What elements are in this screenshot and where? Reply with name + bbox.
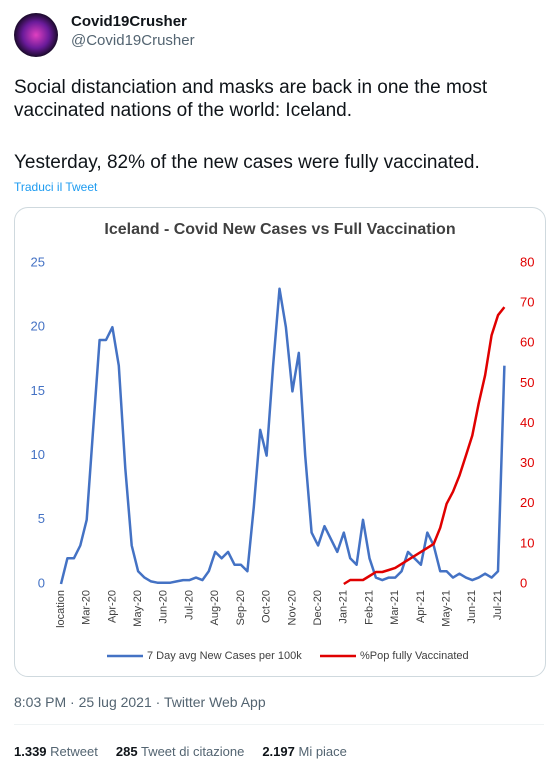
y-tick-label: 25: [31, 254, 45, 269]
x-tick-label: Sep-20: [235, 590, 247, 625]
chart-title: Iceland - Covid New Cases vs Full Vaccin…: [104, 221, 455, 238]
x-tick-label: Jul-20: [183, 590, 195, 620]
tweet-text: Yesterday, 82% of the new cases were ful…: [14, 152, 480, 173]
x-tick-label: Aug-20: [209, 590, 221, 625]
y2-tick-label: 40: [520, 415, 534, 430]
x-tick-label: Mar-20: [81, 590, 93, 625]
stat-label: Tweet di citazione: [140, 744, 245, 759]
x-tick-label: Jan-21: [338, 590, 350, 624]
x-tick-label: Jun-21: [466, 590, 478, 624]
tweet-meta: 8:03 PM · 25 lug 2021 · Twitter Web App: [14, 694, 266, 710]
stat-label: Retweet: [50, 744, 98, 759]
stat[interactable]: 285 Tweet di citazione: [116, 744, 244, 759]
y2-tick-label: 70: [520, 295, 534, 310]
y2-tick-label: 50: [520, 375, 534, 390]
legend-label: %Pop fully Vaccinated: [360, 650, 469, 662]
user-handle[interactable]: @Covid19Crusher: [71, 32, 195, 49]
stat-label: Mi piace: [298, 744, 347, 759]
y2-tick-label: 60: [520, 335, 534, 350]
stat-count: 285: [115, 744, 138, 759]
x-tick-label: Mar-21: [389, 590, 401, 625]
y2-tick-label: 30: [520, 455, 534, 470]
chart: Iceland - Covid New Cases vs Full Vaccin…: [31, 221, 535, 662]
tweet-image[interactable]: Iceland - Covid New Cases vs Full Vaccin…: [14, 207, 546, 677]
series-line: [343, 306, 506, 586]
series-line: [59, 287, 506, 585]
tweet-stats: 1.339 Retweet 285 Tweet di citazione 2.1…: [14, 744, 347, 759]
y2-tick-label: 10: [520, 535, 534, 550]
user-name[interactable]: Covid19Crusher: [71, 13, 187, 30]
x-tick-label: Dec-20: [312, 590, 324, 625]
y-tick-label: 0: [38, 575, 45, 590]
x-tick-label: Apr-20: [106, 590, 118, 623]
x-tick-label: Jul-21: [492, 590, 504, 620]
tweet-text: Social distanciation and masks are back …: [14, 77, 488, 121]
y2-tick-label: 0: [520, 575, 527, 590]
x-tick-label: location: [55, 590, 67, 628]
legend-label: 7 Day avg New Cases per 100k: [147, 650, 302, 662]
x-tick-label: May-21: [440, 590, 452, 627]
x-tick-label: Apr-21: [415, 590, 427, 623]
x-tick-label: Nov-20: [286, 590, 298, 625]
y-tick-label: 15: [31, 383, 45, 398]
stat[interactable]: 2.197 Mi piace: [262, 744, 347, 759]
x-tick-label: Feb-21: [363, 590, 375, 625]
y2-tick-label: 80: [520, 254, 534, 269]
y2-tick-label: 20: [520, 495, 534, 510]
x-tick-label: May-20: [132, 590, 144, 627]
stat-count: 2.197: [262, 744, 295, 759]
avatar[interactable]: [14, 13, 58, 57]
y-tick-label: 20: [31, 319, 45, 334]
x-tick-label: Jun-20: [158, 590, 170, 624]
translate-link[interactable]: Traduci il Tweet: [14, 180, 98, 194]
y-tick-label: 10: [31, 447, 45, 462]
divider: [14, 724, 544, 725]
y-tick-label: 5: [38, 511, 45, 526]
x-tick-label: Oct-20: [261, 590, 273, 623]
stat-count: 1.339: [14, 744, 47, 759]
stat[interactable]: 1.339 Retweet: [14, 744, 98, 759]
